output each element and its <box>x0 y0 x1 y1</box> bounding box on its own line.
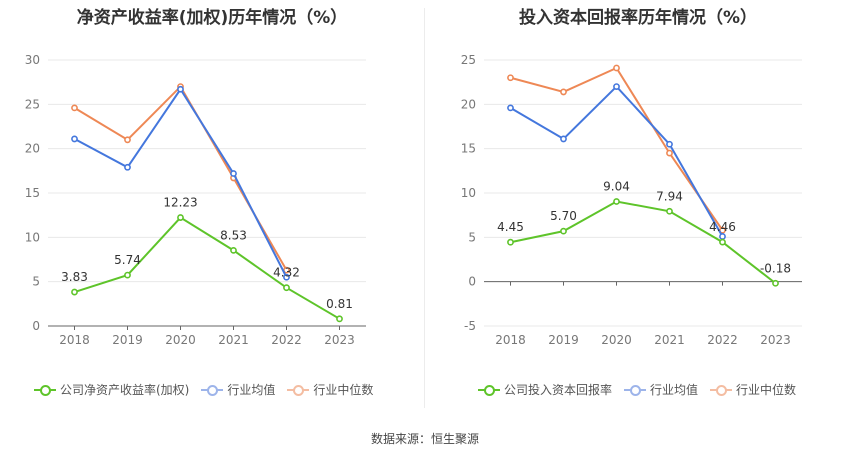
data-point <box>71 104 78 112</box>
y-tick-label: 25 <box>25 97 40 111</box>
data-point <box>177 214 184 221</box>
data-point <box>230 170 237 177</box>
roic-line-chart: -5 0 5 10 15 20 25 2018 2019 2020 2021 2022 2023 4.45… <box>461 53 802 347</box>
data-point <box>283 284 290 292</box>
legend-item-industry-mean[interactable]: 行业均值 <box>624 381 698 398</box>
data-point <box>336 315 343 323</box>
data-point <box>613 64 620 72</box>
data-point <box>71 288 78 296</box>
roe-line-chart: 0 5 10 15 20 25 30 2018 2019 2020 2021 2022 2023 3.83… <box>25 53 366 347</box>
x-tick-label: 2018 <box>495 333 526 347</box>
data-point <box>666 140 673 148</box>
data-label: -0.18 <box>760 261 791 275</box>
series-line <box>74 216 341 320</box>
y-tick-label: 0 <box>468 275 476 289</box>
x-tick-label: 2018 <box>59 333 90 347</box>
legend-marker-icon <box>624 384 647 396</box>
x-tick-label: 2021 <box>654 333 685 347</box>
legend-label: 行业均值 <box>227 383 276 397</box>
x-tick-label: 2023 <box>324 333 355 347</box>
x-tick-label: 2020 <box>601 333 632 347</box>
data-label: 5.74 <box>114 253 141 267</box>
data-point <box>772 279 779 287</box>
data-point <box>507 104 514 112</box>
data-point <box>560 135 567 143</box>
data-point <box>230 246 237 254</box>
roic-chart-title: 投入资本回报率历年情况（%） <box>518 8 758 28</box>
y-tick-label: 20 <box>461 97 476 111</box>
y-tick-label: 0 <box>32 319 40 333</box>
roe-legend: 公司净资产收益率(加权) 行业均值 行业中位数 <box>34 381 385 398</box>
y-tick-label: 5 <box>32 275 40 289</box>
data-label: 4.46 <box>709 220 736 234</box>
data-point <box>719 238 726 246</box>
data-point <box>560 88 567 96</box>
legend-item-industry-median[interactable]: 行业中位数 <box>710 381 796 398</box>
data-point <box>507 238 514 246</box>
legend-item-industry-mean[interactable]: 行业均值 <box>201 381 275 398</box>
y-tick-label: 5 <box>468 230 476 244</box>
data-point <box>177 85 184 93</box>
data-label: 8.53 <box>220 228 247 242</box>
y-tick-label: 30 <box>25 53 40 67</box>
data-point <box>613 83 620 90</box>
data-label: 9.04 <box>603 180 630 194</box>
data-label: 4.45 <box>497 220 524 234</box>
data-label: 7.94 <box>656 189 683 203</box>
legend-label: 行业均值 <box>650 383 699 397</box>
data-point <box>613 198 620 205</box>
series-line <box>509 85 724 237</box>
series-line <box>73 84 288 271</box>
x-tick-label: 2019 <box>548 333 579 347</box>
roe-chart-title: 净资产收益率(加权)历年情况（%） <box>76 8 348 28</box>
data-label: 4.32 <box>273 266 300 280</box>
data-source-note: 数据来源：恒生聚源 <box>370 432 479 446</box>
x-tick-label: 2019 <box>112 333 143 347</box>
data-point <box>666 207 673 215</box>
data-label: 0.81 <box>326 297 353 311</box>
y-tick-label: 15 <box>461 142 476 156</box>
legend-item-industry-median[interactable]: 行业中位数 <box>287 381 373 398</box>
legend-label: 公司净资产收益率(加权) <box>60 383 190 397</box>
data-point <box>124 136 131 144</box>
x-tick-label: 2023 <box>760 333 791 347</box>
data-label: 5.70 <box>550 209 577 223</box>
x-tick-label: 2021 <box>218 333 249 347</box>
legend-marker-icon <box>287 384 310 396</box>
data-label: 12.23 <box>163 196 197 210</box>
series-line <box>74 87 288 278</box>
legend-marker-icon <box>478 384 500 396</box>
data-point <box>124 271 131 279</box>
data-point <box>283 273 290 281</box>
y-tick-label: -5 <box>464 319 476 333</box>
data-label: 3.83 <box>61 270 88 284</box>
legend-marker-icon <box>710 384 733 396</box>
chart-divider <box>424 8 425 408</box>
x-tick-label: 2022 <box>707 333 738 347</box>
x-tick-label: 2022 <box>271 333 302 347</box>
legend-label: 公司投入资本回报率 <box>504 383 613 397</box>
series-line <box>510 200 777 285</box>
legend-marker-icon <box>201 384 224 396</box>
y-tick-label: 20 <box>25 142 40 156</box>
y-tick-label: 15 <box>25 186 40 200</box>
data-point <box>560 227 567 235</box>
y-tick-label: 10 <box>461 186 476 200</box>
roic-legend: 公司投入资本回报率 行业均值 行业中位数 <box>478 381 808 398</box>
legend-label: 行业中位数 <box>736 383 797 397</box>
data-point <box>71 135 78 143</box>
y-tick-label: 25 <box>461 53 476 67</box>
y-tick-label: 10 <box>25 230 40 244</box>
legend-label: 行业中位数 <box>313 383 374 397</box>
data-point <box>124 163 131 171</box>
x-tick-label: 2020 <box>165 333 196 347</box>
legend-item-company-roic[interactable]: 公司投入资本回报率 <box>478 381 612 398</box>
data-point <box>719 233 726 240</box>
data-point <box>666 149 673 157</box>
data-point <box>507 74 514 82</box>
legend-item-company-roe[interactable]: 公司净资产收益率(加权) <box>34 381 189 398</box>
legend-marker-icon <box>34 384 56 396</box>
